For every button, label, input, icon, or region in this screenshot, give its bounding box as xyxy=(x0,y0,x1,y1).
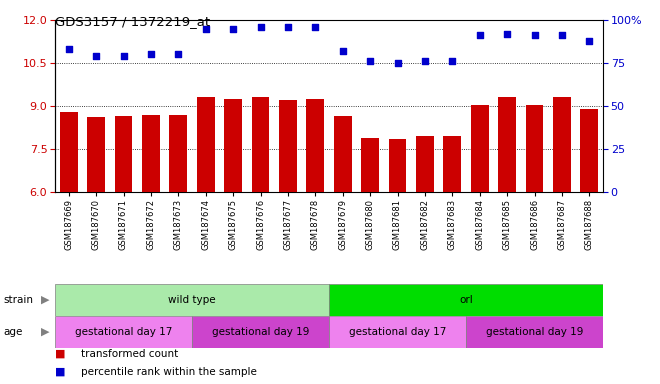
Text: wild type: wild type xyxy=(168,295,216,305)
Point xyxy=(173,51,183,58)
Point xyxy=(475,32,485,38)
Bar xyxy=(115,116,133,192)
Point xyxy=(529,32,540,38)
Text: gestational day 17: gestational day 17 xyxy=(349,327,446,337)
Text: gestational day 19: gestational day 19 xyxy=(486,327,583,337)
Point xyxy=(282,24,293,30)
Text: percentile rank within the sample: percentile rank within the sample xyxy=(81,367,257,377)
Point xyxy=(228,25,238,31)
Point xyxy=(310,24,321,30)
Point xyxy=(447,58,457,65)
Point xyxy=(502,31,512,37)
Bar xyxy=(251,98,269,192)
Bar xyxy=(334,116,352,192)
Point xyxy=(91,53,102,59)
Text: ■: ■ xyxy=(55,367,65,377)
Text: age: age xyxy=(3,327,22,337)
Bar xyxy=(55,316,192,348)
Bar xyxy=(580,109,598,192)
Text: strain: strain xyxy=(3,295,33,305)
Bar xyxy=(224,99,242,192)
Bar xyxy=(192,316,329,348)
Point xyxy=(420,58,430,65)
Bar xyxy=(142,114,160,192)
Bar xyxy=(471,104,488,192)
Bar xyxy=(60,112,78,192)
Bar xyxy=(416,136,434,192)
Text: ▶: ▶ xyxy=(41,327,49,337)
Bar xyxy=(361,137,379,192)
Point xyxy=(63,46,74,52)
Point xyxy=(556,32,567,38)
Point xyxy=(146,51,156,58)
Point xyxy=(365,58,376,65)
Bar xyxy=(525,104,543,192)
Bar xyxy=(553,98,571,192)
Text: gestational day 17: gestational day 17 xyxy=(75,327,172,337)
Text: ■: ■ xyxy=(55,349,65,359)
Bar xyxy=(466,316,603,348)
Bar xyxy=(498,98,516,192)
Text: GDS3157 / 1372219_at: GDS3157 / 1372219_at xyxy=(55,15,210,28)
Bar xyxy=(329,316,466,348)
Point xyxy=(392,60,403,66)
Point xyxy=(201,25,211,31)
Bar xyxy=(444,136,461,192)
Bar xyxy=(87,118,105,192)
Bar xyxy=(279,100,297,192)
Bar xyxy=(306,99,324,192)
Point xyxy=(118,53,129,59)
Point xyxy=(337,48,348,54)
Text: ▶: ▶ xyxy=(41,295,49,305)
Bar xyxy=(329,284,603,316)
Bar xyxy=(170,114,187,192)
Text: transformed count: transformed count xyxy=(81,349,179,359)
Bar xyxy=(389,139,407,192)
Bar xyxy=(197,98,214,192)
Bar xyxy=(55,284,329,316)
Point xyxy=(584,38,595,44)
Text: gestational day 19: gestational day 19 xyxy=(212,327,309,337)
Text: orl: orl xyxy=(459,295,473,305)
Point xyxy=(255,24,266,30)
